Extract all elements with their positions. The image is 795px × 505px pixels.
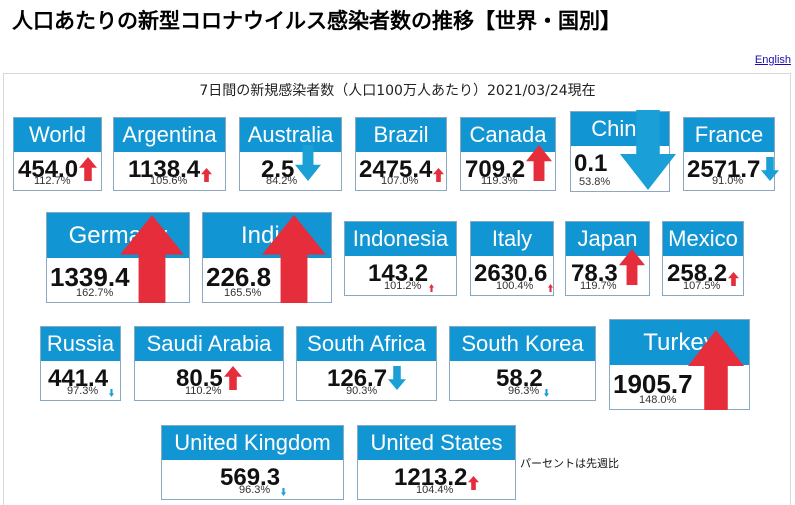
country-card-mexico: Mexico 258.2 107.5% bbox=[662, 221, 744, 296]
case-value: 441.4 bbox=[48, 365, 109, 392]
week-change-percent: 148.0% bbox=[639, 394, 677, 406]
week-change-percent: 100.4% bbox=[496, 280, 534, 292]
country-name: Saudi Arabia bbox=[135, 327, 283, 361]
page-title: 人口あたりの新型コロナウイルス感染者数の推移【世界・国別】 bbox=[12, 9, 621, 33]
country-card-brazil: Brazil 2475.4 107.0% bbox=[355, 117, 447, 191]
country-card-saudi-arabia: Saudi Arabia 80.5 110.2% bbox=[134, 326, 284, 401]
up-arrow-icon bbox=[688, 330, 744, 414]
case-value: 226.8 bbox=[206, 262, 272, 292]
week-change-percent: 104.4% bbox=[416, 484, 454, 496]
country-card-united-states: United States 1213.2 104.4% bbox=[357, 425, 516, 500]
case-value: 1213.2 bbox=[394, 464, 468, 491]
percent-note: パーセントは先週比 bbox=[520, 457, 619, 470]
content-frame bbox=[3, 73, 791, 505]
down-arrow-icon bbox=[388, 366, 406, 394]
case-value: 258.2 bbox=[667, 260, 728, 287]
case-value: 78.3 bbox=[571, 260, 618, 287]
country-name: United States bbox=[358, 426, 515, 460]
country-card-australia: Australia 2.5 84.2% bbox=[239, 117, 342, 191]
up-arrow-icon bbox=[548, 277, 553, 296]
down-arrow-icon bbox=[281, 481, 286, 500]
up-arrow-icon bbox=[433, 167, 444, 186]
country-name: France bbox=[684, 118, 774, 152]
up-arrow-icon bbox=[728, 271, 739, 290]
up-arrow-icon bbox=[201, 167, 212, 186]
case-value: 709.2 bbox=[465, 156, 526, 183]
up-arrow-icon bbox=[79, 157, 97, 185]
week-change-percent: 110.2% bbox=[185, 385, 222, 397]
case-value: 80.5 bbox=[176, 365, 223, 392]
week-change-percent: 90.3% bbox=[346, 385, 378, 397]
country-card-italy: Italy 2630.6 100.4% bbox=[470, 221, 554, 296]
week-change-percent: 107.5% bbox=[683, 280, 721, 292]
country-name: Brazil bbox=[356, 118, 446, 152]
down-arrow-icon bbox=[620, 110, 676, 194]
week-change-percent: 119.3% bbox=[481, 175, 518, 187]
country-card-world: World 454.0 112.7% bbox=[13, 117, 102, 191]
up-arrow-icon bbox=[429, 277, 434, 296]
country-card-india: India 226.8 165.5% bbox=[202, 212, 332, 303]
case-value: 126.7 bbox=[327, 365, 388, 392]
down-arrow-icon bbox=[109, 382, 114, 401]
case-value: 2630.6 bbox=[474, 260, 548, 287]
week-change-percent: 96.3% bbox=[239, 484, 271, 496]
case-value: 2571.7 bbox=[687, 156, 761, 183]
week-change-percent: 107.0% bbox=[381, 175, 419, 187]
country-name: Japan bbox=[566, 222, 649, 256]
week-change-percent: 96.3% bbox=[508, 385, 540, 397]
country-name: Italy bbox=[471, 222, 553, 256]
chart-subtitle: 7日間の新規感染者数（人口100万人あたり）2021/03/24現在 bbox=[199, 83, 596, 99]
case-value: 569.3 bbox=[220, 464, 281, 491]
country-name: Argentina bbox=[114, 118, 225, 152]
case-value: 143.2 bbox=[368, 260, 429, 287]
case-value: 1138.4 bbox=[128, 156, 201, 183]
week-change-percent: 84.2% bbox=[266, 175, 298, 187]
week-change-percent: 105.6% bbox=[150, 175, 188, 187]
week-change-percent: 101.2% bbox=[384, 280, 422, 292]
week-change-percent: 91.0% bbox=[712, 175, 744, 187]
country-name: Mexico bbox=[663, 222, 743, 256]
up-arrow-icon bbox=[120, 215, 184, 307]
country-name: United Kingdom bbox=[162, 426, 343, 460]
week-change-percent: 119.7% bbox=[580, 280, 617, 292]
case-value: 2.5 bbox=[261, 156, 295, 183]
down-arrow-icon bbox=[761, 157, 779, 185]
country-card-united-kingdom: United Kingdom 569.3 96.3% bbox=[161, 425, 344, 500]
week-change-percent: 53.8% bbox=[579, 176, 611, 188]
week-change-percent: 97.3% bbox=[67, 385, 99, 397]
up-arrow-icon bbox=[262, 215, 326, 307]
up-arrow-icon bbox=[526, 145, 552, 185]
country-name: South Africa bbox=[297, 327, 436, 361]
case-value: 0.1 bbox=[574, 150, 608, 177]
down-arrow-icon bbox=[544, 382, 549, 401]
up-arrow-icon bbox=[619, 249, 645, 289]
country-card-south-africa: South Africa 126.7 90.3% bbox=[296, 326, 437, 401]
week-change-percent: 165.5% bbox=[224, 287, 262, 299]
country-name: South Korea bbox=[450, 327, 595, 361]
down-arrow-icon bbox=[295, 145, 321, 185]
case-value: 2475.4 bbox=[359, 156, 433, 183]
case-value: 1339.4 bbox=[50, 262, 130, 292]
case-value: 1905.7 bbox=[613, 369, 693, 399]
week-change-percent: 112.7% bbox=[34, 175, 71, 187]
country-name: Turkey bbox=[610, 320, 749, 365]
case-value: 58.2 bbox=[496, 365, 543, 392]
country-card-indonesia: Indonesia 143.2 101.2% bbox=[344, 221, 457, 296]
up-arrow-icon bbox=[468, 475, 479, 494]
case-value: 454.0 bbox=[18, 156, 79, 183]
country-card-south-korea: South Korea 58.2 96.3% bbox=[449, 326, 596, 401]
country-card-russia: Russia 441.4 97.3% bbox=[40, 326, 121, 401]
up-arrow-icon bbox=[224, 366, 242, 394]
country-name: World bbox=[14, 118, 101, 152]
country-name: Australia bbox=[240, 118, 341, 152]
country-card-argentina: Argentina 1138.4 105.6% bbox=[113, 117, 226, 191]
country-name: Indonesia bbox=[345, 222, 456, 256]
country-card-france: France 2571.7 91.0% bbox=[683, 117, 775, 191]
week-change-percent: 162.7% bbox=[76, 287, 114, 299]
english-link[interactable]: English bbox=[754, 54, 791, 66]
country-name: Russia bbox=[41, 327, 120, 361]
